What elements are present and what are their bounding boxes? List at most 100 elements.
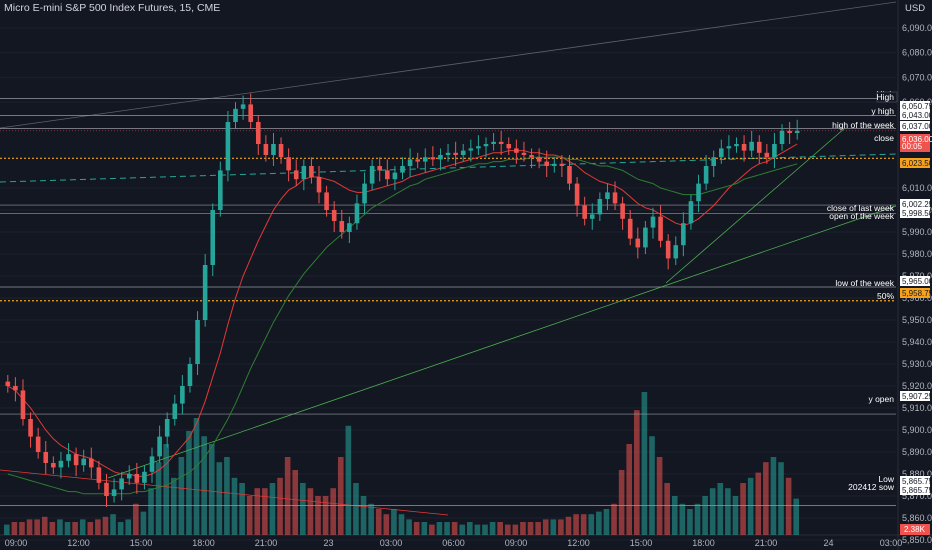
volume-bar — [436, 522, 443, 535]
upper-trendline — [0, 1, 897, 129]
x-tick-label: 09:00 — [505, 538, 528, 548]
symbol-title[interactable]: Micro E-mini S&P 500 Index Futures, 15, … — [4, 2, 221, 14]
volume-bar — [725, 488, 731, 535]
volume-bar — [133, 503, 139, 535]
y-tick-label: 5,950.00 — [902, 315, 932, 325]
candle-body — [567, 166, 572, 184]
candle-body — [703, 166, 709, 184]
volume-bar — [87, 522, 94, 535]
candle-body — [51, 463, 56, 468]
price-tag — [900, 199, 930, 209]
price-tag-text: 6,036.00 — [902, 135, 932, 144]
candle-body — [756, 141, 762, 153]
price-tag-text: 5,958.75 — [902, 289, 932, 298]
x-tick-label: 12:00 — [67, 538, 90, 548]
volume-bar — [330, 488, 336, 535]
volume-bar — [520, 522, 526, 535]
candle-body — [187, 364, 193, 386]
candle-body — [734, 144, 739, 147]
candle-body — [286, 157, 291, 171]
candle-body — [620, 203, 625, 219]
candle-body — [498, 141, 504, 144]
candle-body — [180, 386, 185, 404]
volume-bar — [186, 431, 192, 535]
volume-bar — [747, 477, 754, 535]
ma-green-line — [7, 156, 798, 495]
volume-bar — [421, 522, 428, 535]
low-tag-bg — [900, 476, 930, 486]
volume-bar — [451, 522, 458, 535]
volume-bar — [345, 425, 352, 535]
volume-bar — [504, 524, 511, 535]
level-label: close of last week — [827, 203, 895, 213]
volume-bar — [702, 496, 708, 535]
candle-body — [255, 122, 261, 144]
candle-body — [225, 122, 231, 171]
candle-body — [278, 144, 284, 158]
candle-body — [453, 152, 458, 155]
y-tick-label: 5,900.00 — [902, 425, 932, 435]
volume-bar — [57, 519, 63, 535]
steep-trendline — [665, 127, 846, 284]
price-tag — [900, 101, 930, 111]
candle-body — [13, 386, 18, 391]
price-tag-text: 6,050.75 — [902, 102, 932, 111]
volume-bar — [778, 462, 784, 535]
price-tag-text: 5,907.25 — [902, 392, 932, 401]
x-tick-label: 21:00 — [755, 538, 778, 548]
volume-bar — [467, 522, 473, 535]
volume-bar — [292, 470, 299, 535]
x-tick-label: 03:00 — [880, 538, 903, 548]
price-tag-text: 6,023.50 — [902, 159, 932, 168]
volume-bar — [406, 519, 412, 535]
candle-body — [324, 192, 329, 210]
volume-bar — [740, 483, 746, 535]
price-tag — [900, 134, 930, 152]
volume-bar — [79, 519, 86, 535]
x-tick-label: 06:00 — [442, 538, 465, 548]
candle-body — [362, 183, 367, 204]
volume-bar — [148, 488, 154, 535]
candle-body — [43, 452, 49, 463]
volume-bar — [34, 519, 40, 535]
volume-bar — [246, 496, 253, 535]
candle-body — [787, 130, 792, 133]
candle-body — [58, 460, 64, 468]
candle-body — [741, 144, 747, 151]
volume-bar — [277, 477, 283, 535]
volume-bar — [102, 516, 109, 535]
level-label: y open — [868, 394, 894, 404]
volume-bar — [383, 514, 390, 535]
candle-body — [794, 130, 800, 133]
volume-bar — [558, 519, 564, 535]
volume-bar — [193, 418, 200, 535]
volume-bar — [459, 524, 466, 535]
volume-bar — [170, 477, 177, 535]
level-label: open of the week — [829, 211, 894, 221]
candle-body — [20, 390, 26, 419]
candle-body — [650, 216, 656, 228]
candle-body — [681, 223, 686, 246]
volume-bar — [550, 519, 557, 535]
volume-bar — [125, 519, 132, 535]
volume-bar — [694, 503, 701, 535]
volume-bar — [474, 524, 481, 535]
volume-bar — [580, 514, 587, 535]
level-label: 50% — [877, 291, 894, 301]
y-tick-label: 6,090.00 — [902, 23, 932, 33]
price-tag — [900, 208, 930, 218]
volume-tag — [900, 524, 930, 535]
volume-bar — [482, 524, 488, 535]
candle-body — [422, 157, 428, 162]
volume-bar — [337, 457, 344, 535]
volume-bar — [626, 444, 633, 535]
candle-body — [5, 381, 11, 386]
candle-body — [142, 471, 147, 483]
high-label-box — [876, 91, 898, 103]
candle-body — [392, 172, 398, 180]
candle-body — [73, 454, 79, 466]
price-tag — [900, 110, 930, 120]
candle-body — [35, 436, 41, 452]
